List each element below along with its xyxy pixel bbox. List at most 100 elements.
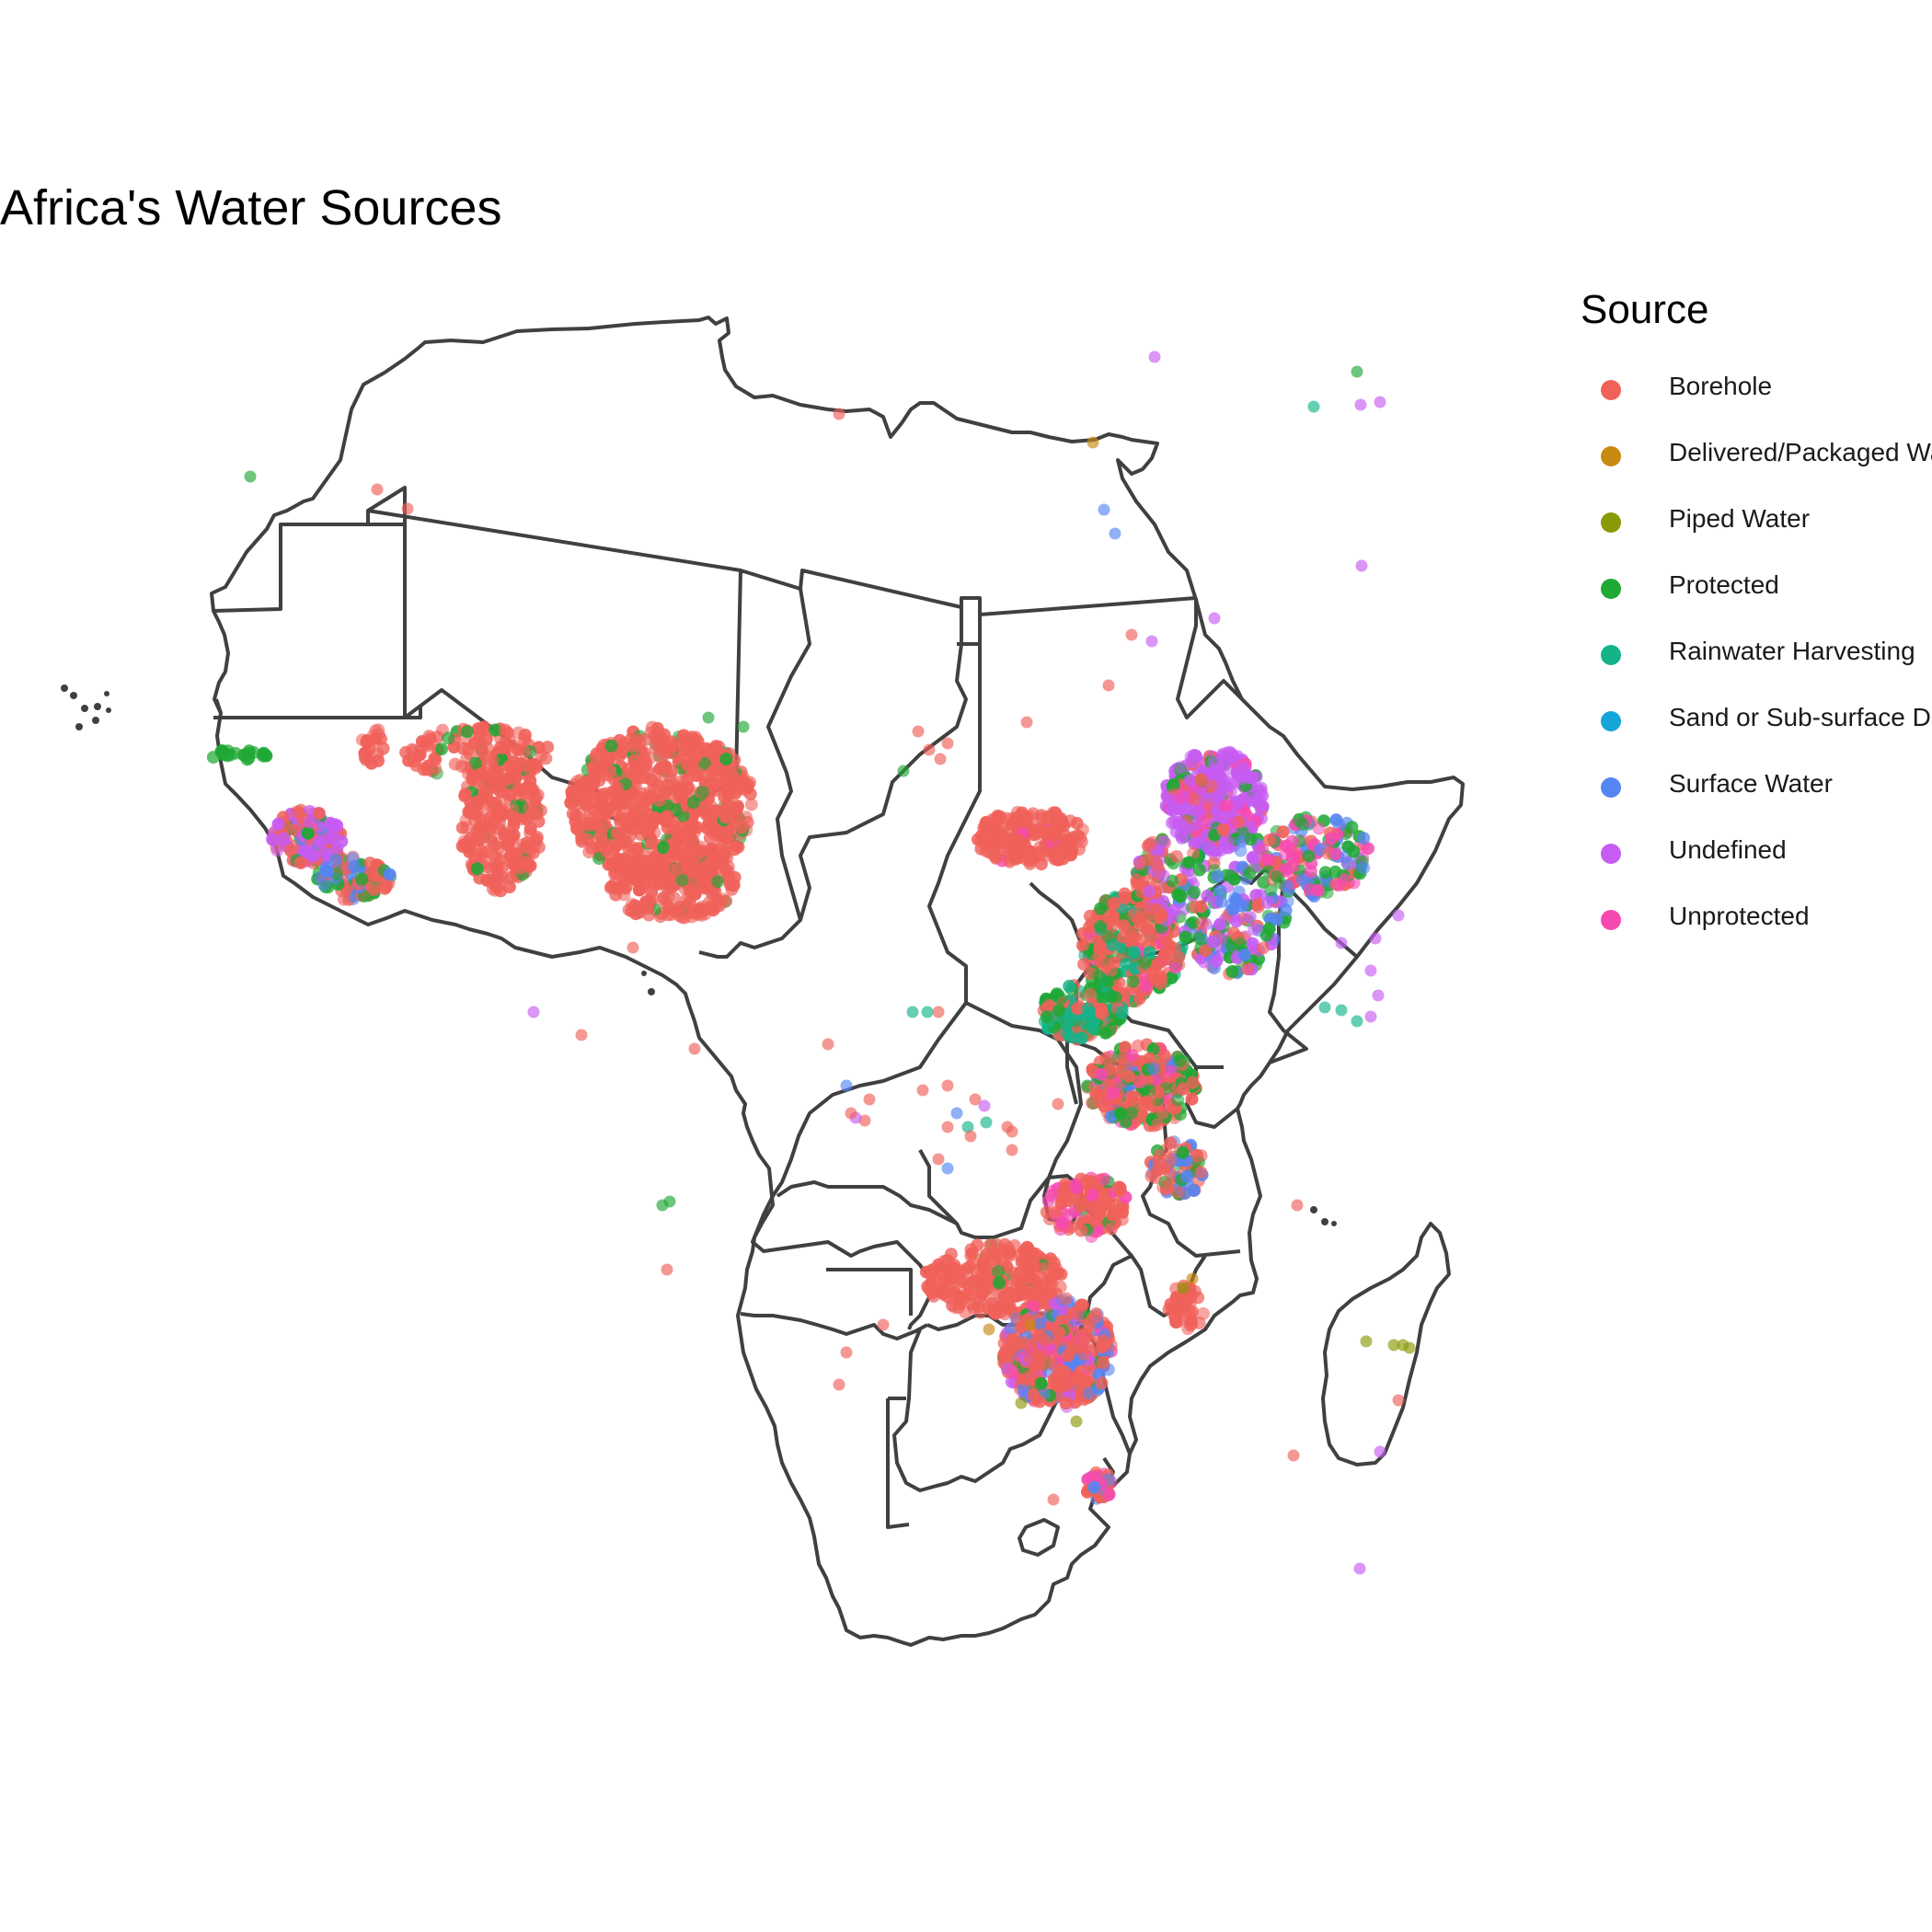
water-point [994, 1305, 1007, 1319]
water-point [1164, 1064, 1178, 1078]
water-point [1094, 902, 1108, 915]
water-point [1208, 612, 1221, 625]
water-point [1257, 941, 1271, 955]
water-point [405, 742, 419, 756]
water-point [303, 815, 316, 829]
water-point [833, 408, 845, 420]
water-point [1199, 944, 1213, 958]
water-point [1087, 436, 1099, 449]
water-point [1026, 807, 1040, 821]
water-point [1112, 1180, 1126, 1194]
water-point [1246, 850, 1259, 864]
legend-items: Borehole Delivered/Packaged Water Piped Wa… [1581, 366, 1932, 962]
water-point [493, 772, 507, 786]
water-point [1089, 1310, 1103, 1324]
water-point [1328, 847, 1342, 861]
legend-item: Surface Water [1581, 764, 1932, 830]
water-point [1194, 773, 1208, 787]
madagascar-outline [1321, 1222, 1451, 1466]
water-point [959, 1262, 972, 1276]
water-point [1020, 716, 1033, 729]
water-point [1120, 957, 1133, 971]
water-point [1115, 1006, 1129, 1019]
water-point [1092, 950, 1106, 964]
water-point [401, 502, 414, 515]
water-point [704, 866, 718, 880]
water-point [1014, 1320, 1028, 1334]
water-point [897, 765, 910, 777]
water-point [661, 1263, 673, 1276]
water-point [689, 751, 703, 765]
water-point [527, 1006, 540, 1018]
water-point [1364, 964, 1377, 977]
water-point [1054, 992, 1068, 1006]
water-point [1318, 1001, 1331, 1014]
water-point [1202, 839, 1216, 853]
water-point [582, 845, 596, 859]
water-point [1012, 834, 1026, 847]
island-marks [61, 684, 1337, 1226]
water-point [578, 796, 592, 810]
water-point [1236, 899, 1249, 913]
water-point [699, 742, 713, 755]
water-point [1101, 930, 1115, 944]
water-point [1192, 863, 1206, 877]
water-point [652, 726, 666, 740]
water-point [1292, 813, 1305, 827]
africa-map [61, 316, 1465, 1647]
water-point [1240, 962, 1254, 975]
water-point [1094, 1088, 1108, 1102]
water-point [1125, 1049, 1139, 1063]
water-point [520, 836, 534, 850]
water-point [523, 822, 537, 835]
water-point [324, 831, 338, 845]
legend-item: Unprotected [1581, 896, 1932, 962]
water-point [1243, 867, 1257, 880]
water-point [966, 1275, 980, 1289]
water-point [581, 783, 595, 797]
water-point [989, 835, 1003, 849]
water-point [1151, 1118, 1165, 1132]
water-point [1192, 931, 1206, 945]
water-point [1259, 928, 1273, 942]
water-point [1001, 1121, 1014, 1133]
water-point [648, 811, 661, 824]
water-point [1063, 980, 1076, 993]
water-point [1092, 969, 1106, 983]
water-point [659, 760, 673, 774]
water-point [1052, 1098, 1064, 1110]
water-point [744, 798, 758, 811]
water-point [958, 1291, 972, 1305]
water-point [1104, 964, 1118, 977]
water-point [1403, 1341, 1416, 1354]
water-point [1167, 778, 1180, 791]
water-point [1262, 834, 1276, 847]
water-point [1392, 909, 1405, 922]
water-point [1156, 1106, 1169, 1120]
chart-title: Africa's Water Sources [0, 180, 502, 236]
water-point [688, 1042, 701, 1055]
water-point [1025, 1259, 1039, 1272]
water-point [737, 720, 750, 733]
water-point [1033, 1317, 1047, 1331]
water-point [475, 811, 489, 825]
water-point [1332, 879, 1345, 892]
water-point [1083, 920, 1097, 934]
legend-key-dot [1601, 777, 1621, 798]
water-point [1007, 1266, 1021, 1280]
water-point [598, 806, 612, 820]
water-point [1302, 849, 1316, 863]
water-point [240, 753, 254, 766]
water-point [355, 872, 369, 886]
water-point [663, 1195, 676, 1208]
water-point [1098, 1099, 1111, 1113]
water-point [1075, 1224, 1088, 1237]
water-point [330, 841, 344, 855]
water-point [1225, 965, 1239, 978]
water-point [840, 1079, 853, 1092]
water-point [641, 864, 654, 878]
water-point [1189, 900, 1202, 914]
water-point [1335, 1004, 1348, 1017]
water-point [1185, 1317, 1199, 1330]
water-point [1355, 559, 1368, 572]
